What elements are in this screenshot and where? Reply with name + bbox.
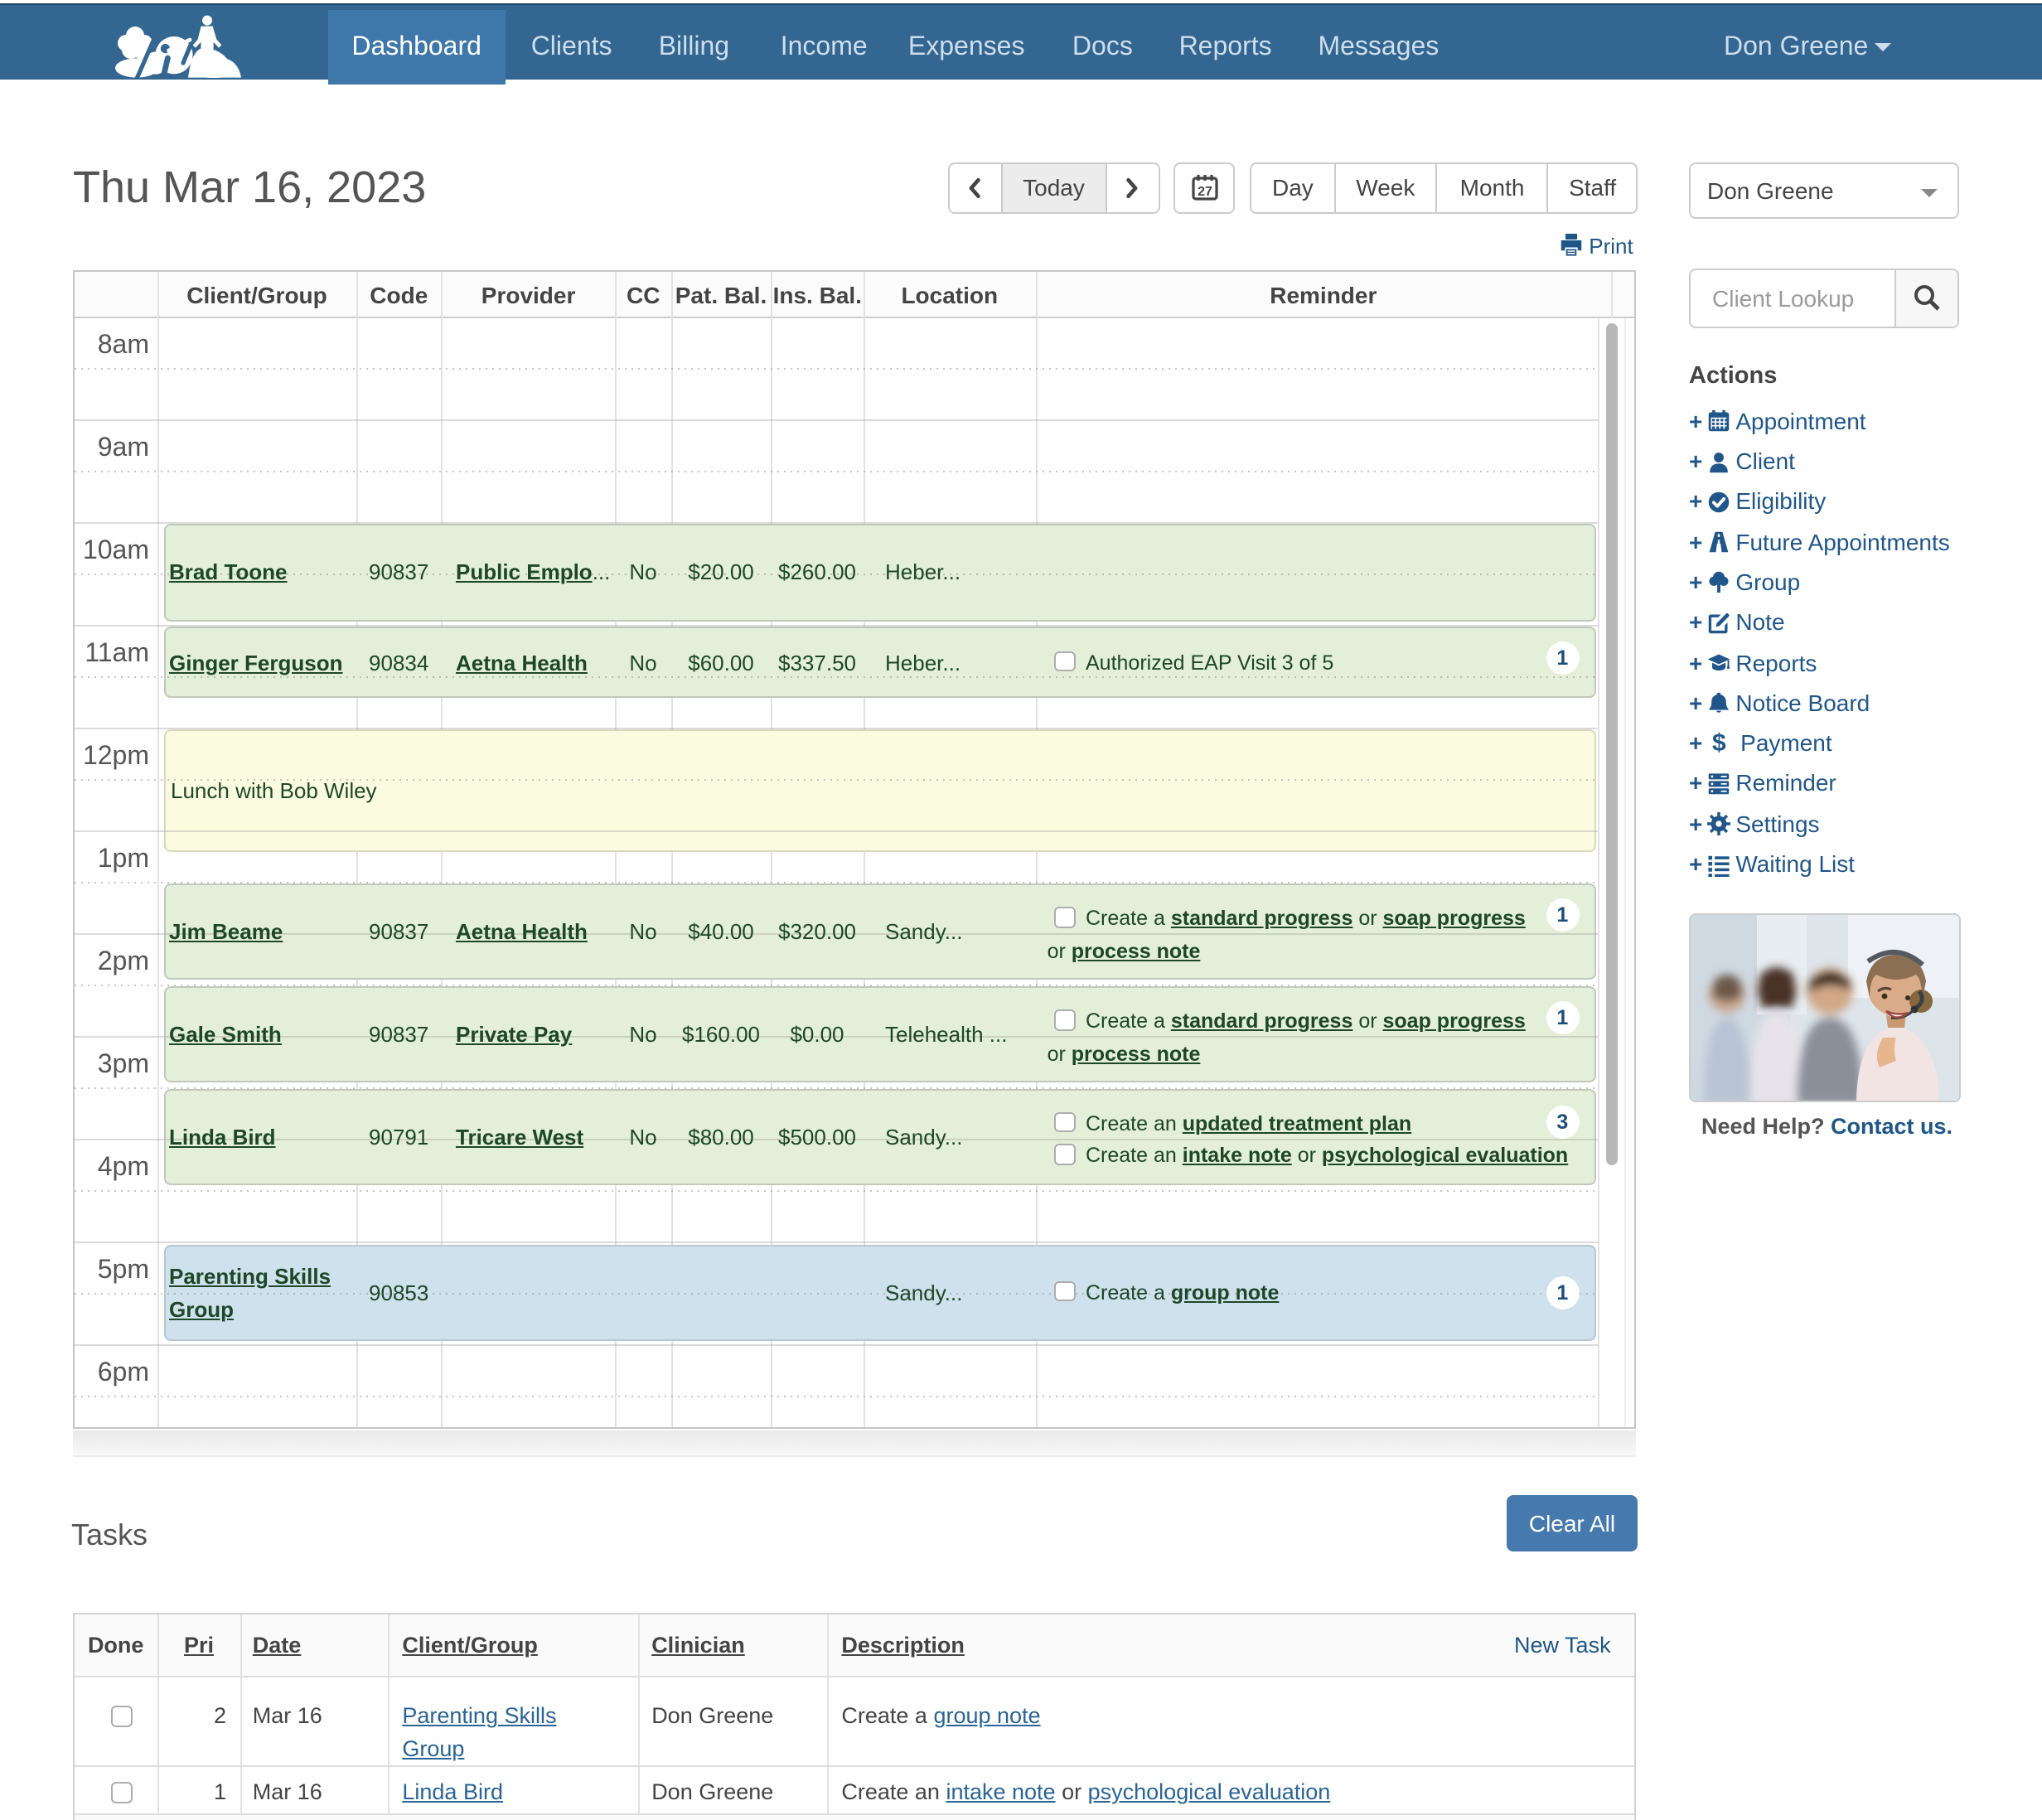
svg-text:27: 27: [1197, 185, 1212, 199]
